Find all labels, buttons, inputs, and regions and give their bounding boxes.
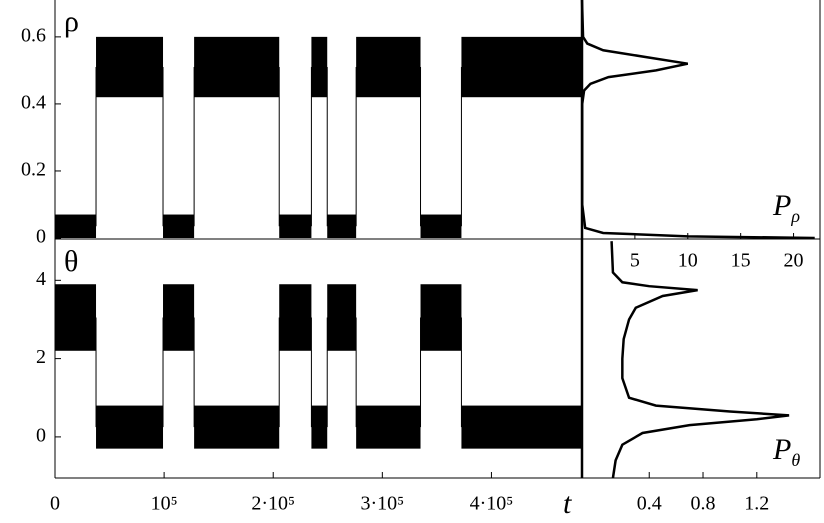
p-theta-sub: θ: [791, 450, 800, 470]
p-rho-sub: ρ: [790, 206, 800, 226]
noise-band: [279, 284, 312, 351]
p-rho-label: Pρ: [772, 189, 800, 226]
frame: [54, 0, 821, 479]
x-tick-label: 0.8: [691, 493, 716, 515]
noise-band: [356, 405, 421, 449]
noise-band: [327, 214, 357, 238]
x-tick-label: 2·10⁵: [251, 493, 295, 515]
x-tick-label: 0: [50, 493, 60, 515]
noise-band: [461, 405, 582, 449]
y-tick-label: 0: [36, 424, 46, 446]
x-tick-label: 3·10⁵: [361, 493, 405, 515]
noise-band: [194, 36, 280, 98]
y-tick-label: 0: [36, 226, 46, 248]
x-tick-label: 10: [678, 250, 698, 272]
x-tick-label: 20: [784, 250, 804, 272]
x-tick-label: 10⁵: [151, 493, 178, 515]
p-theta-label: Pθ: [772, 433, 800, 470]
p-rho-main: P: [772, 189, 791, 222]
rho-label: ρ: [64, 5, 79, 38]
x-tick-label: 4·10⁵: [470, 493, 514, 515]
noise-band: [420, 214, 462, 238]
noise-band: [163, 284, 195, 351]
y-tick-label: 4: [36, 268, 46, 290]
y-tick-label: 0.2: [21, 159, 46, 181]
y-tick-label: 2: [36, 346, 46, 368]
noise-band: [420, 284, 462, 351]
y-tick-label: 0.6: [21, 24, 46, 46]
x-tick-label: 1.2: [744, 493, 769, 515]
x-tick-label: 5: [630, 250, 640, 272]
x-tick-label: 15: [731, 250, 751, 272]
noise-band: [311, 36, 328, 98]
noise-band: [311, 405, 328, 449]
t-label: t: [563, 487, 572, 520]
noise-band: [461, 36, 582, 98]
noise-band: [96, 405, 164, 449]
noise-band: [163, 214, 195, 238]
noise-band: [194, 405, 280, 449]
y-tick-label: 0.4: [21, 92, 46, 114]
theta-label: θ: [64, 245, 78, 278]
density-curve: [580, 0, 815, 240]
p-theta-main: P: [772, 433, 791, 466]
noise-band: [55, 214, 97, 238]
noise-band: [279, 214, 312, 238]
noise-band: [356, 36, 421, 98]
noise-band: [96, 36, 164, 98]
noise-band: [327, 284, 357, 351]
noise-band: [55, 284, 97, 351]
x-tick-label: 0.4: [637, 493, 662, 515]
density-curve: [610, 241, 790, 479]
